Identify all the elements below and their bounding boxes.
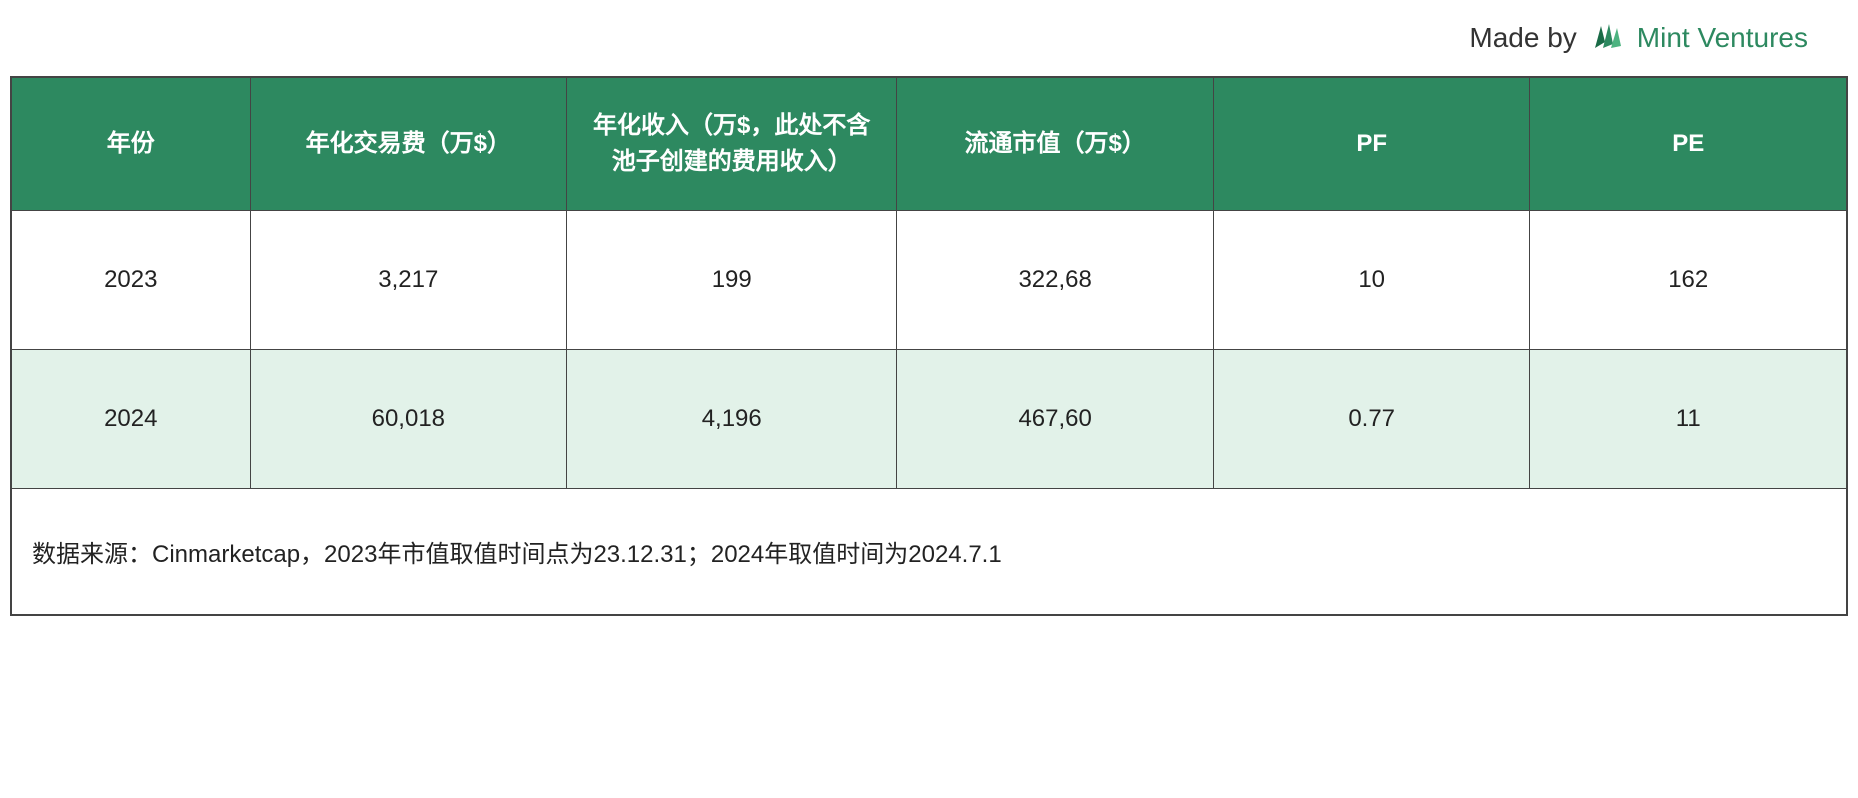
col-fee: 年化交易费（万$）	[250, 78, 567, 211]
col-pe: PE	[1530, 78, 1847, 211]
cell-pe: 11	[1530, 350, 1847, 489]
cell-marketcap: 322,68	[897, 211, 1214, 350]
brand-logo: Mint Ventures	[1591, 20, 1808, 56]
col-year: 年份	[12, 78, 251, 211]
made-by-label: Made by	[1469, 22, 1576, 54]
cell-fee: 3,217	[250, 211, 567, 350]
cell-marketcap: 467,60	[897, 350, 1214, 489]
col-pf: PF	[1213, 78, 1530, 211]
data-table-container: 年份 年化交易费（万$） 年化收入（万$，此处不含池子创建的费用收入） 流通市值…	[10, 76, 1848, 616]
brand-name: Mint Ventures	[1637, 22, 1808, 54]
table-header-row: 年份 年化交易费（万$） 年化收入（万$，此处不含池子创建的费用收入） 流通市值…	[12, 78, 1847, 211]
col-marketcap: 流通市值（万$）	[897, 78, 1214, 211]
table-row: 2023 3,217 199 322,68 10 162	[12, 211, 1847, 350]
table-source-row: 数据来源：Cinmarketcap，2023年市值取值时间点为23.12.31；…	[12, 489, 1847, 615]
cell-fee: 60,018	[250, 350, 567, 489]
cell-pf: 0.77	[1213, 350, 1530, 489]
data-table: 年份 年化交易费（万$） 年化收入（万$，此处不含池子创建的费用收入） 流通市值…	[11, 77, 1847, 615]
table-row: 2024 60,018 4,196 467,60 0.77 11	[12, 350, 1847, 489]
attribution-bar: Made by Mint Ventures	[10, 20, 1848, 56]
cell-pf: 10	[1213, 211, 1530, 350]
cell-revenue: 4,196	[567, 350, 897, 489]
col-revenue: 年化收入（万$，此处不含池子创建的费用收入）	[567, 78, 897, 211]
cell-year: 2024	[12, 350, 251, 489]
cell-pe: 162	[1530, 211, 1847, 350]
cell-revenue: 199	[567, 211, 897, 350]
mint-ventures-icon	[1591, 20, 1627, 56]
cell-year: 2023	[12, 211, 251, 350]
source-text: 数据来源：Cinmarketcap，2023年市值取值时间点为23.12.31；…	[12, 489, 1847, 615]
